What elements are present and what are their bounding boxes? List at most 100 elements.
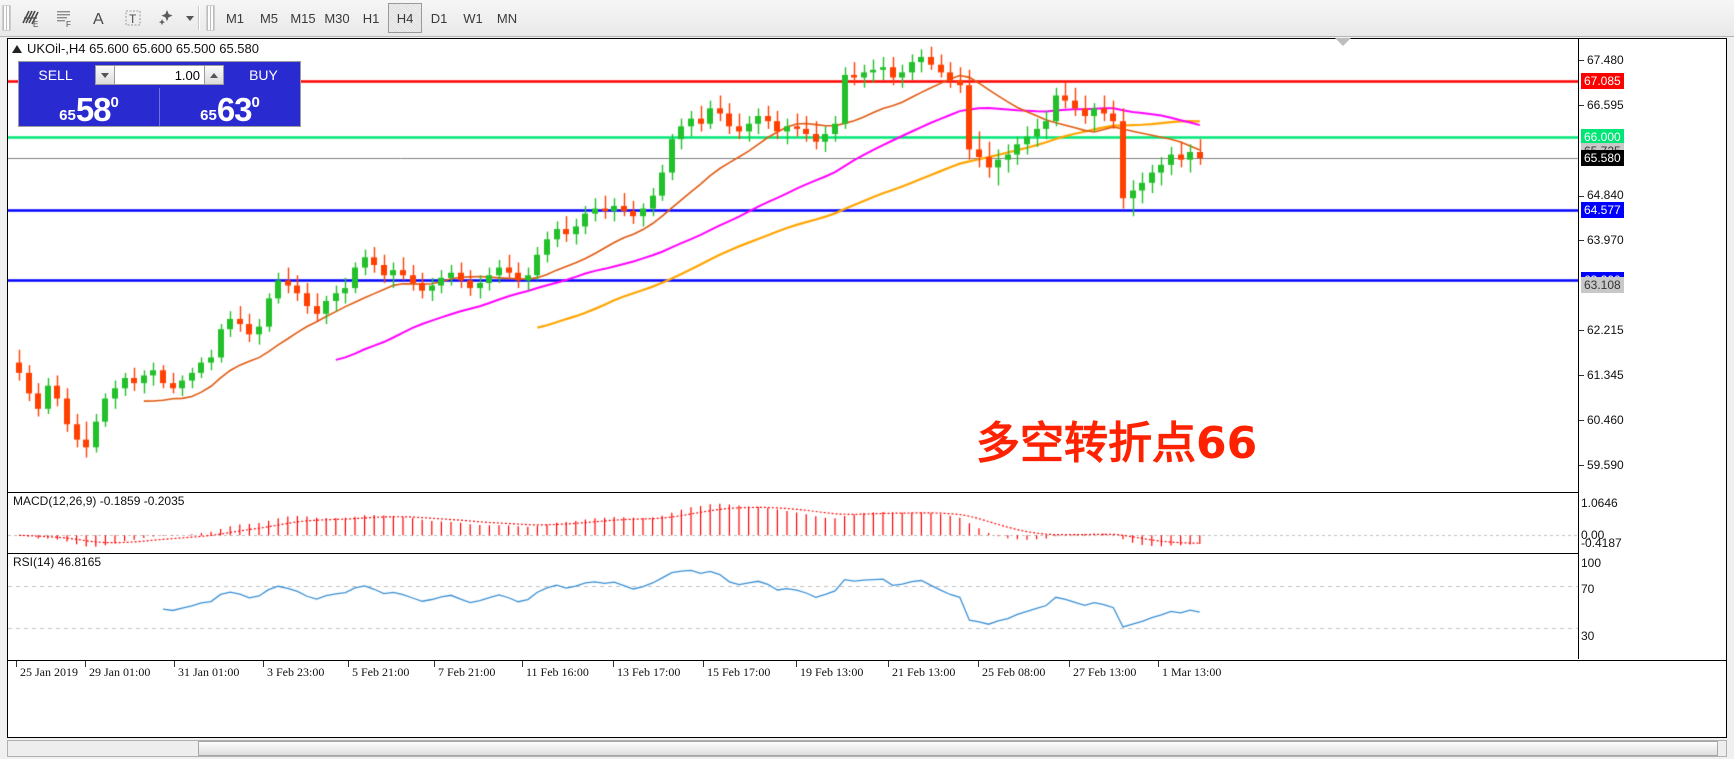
date-tick	[174, 661, 175, 667]
chart-annotation: 多空转折点66	[976, 418, 1258, 469]
price-scale[interactable]: 67.480 66.595 64.840 63.970 62.215 61.345 60.4…	[1578, 39, 1726, 659]
macd-pane[interactable]: MACD(12,26,9) -0.1859 -0.2035	[8, 492, 1578, 552]
date-label: 7 Feb 21:00	[438, 665, 496, 679]
price-tick: 61.345	[1579, 368, 1624, 382]
date-tick	[1069, 661, 1070, 667]
date-tick	[978, 661, 979, 667]
scrollbar-thumb[interactable]	[198, 741, 1718, 756]
svg-text:E: E	[33, 20, 38, 29]
sell-price-small: 65	[59, 107, 76, 124]
timeframe-grip[interactable]	[206, 5, 215, 31]
timeframe-h4[interactable]: H4	[388, 3, 422, 33]
toolbar-separator	[198, 6, 200, 30]
timeframe-m15[interactable]: M15	[290, 10, 316, 26]
chart-shift-marker[interactable]	[1335, 38, 1351, 46]
price-tick: 59.590	[1579, 458, 1624, 472]
price-level-badge: 63.108	[1581, 277, 1624, 294]
volume-stepper[interactable]: 1.00	[92, 62, 227, 88]
sell-price-sup: 0	[110, 94, 119, 111]
buy-price-small: 65	[200, 107, 217, 124]
rsi-tick: 100	[1581, 556, 1602, 570]
date-tick	[613, 661, 614, 667]
svg-text:F: F	[66, 20, 71, 29]
price-tick: 60.460	[1579, 413, 1624, 427]
date-tick	[16, 661, 17, 667]
date-label: 29 Jan 01:00	[89, 665, 151, 679]
macd-tick: 1.0646	[1581, 496, 1618, 510]
macd-tick: -0.4187	[1581, 536, 1622, 550]
buy-button[interactable]: BUY	[249, 67, 278, 83]
buy-price-display[interactable]: 65 63 0	[159, 88, 300, 126]
price-level-badge: 66.000	[1581, 128, 1624, 145]
date-axis[interactable]: 25 Jan 2019 29 Jan 01:00 31 Jan 01:00 3 Feb…	[8, 660, 1726, 737]
price-level-badge: 65.580	[1581, 150, 1624, 167]
macd-tick: 0.00	[1581, 528, 1605, 542]
date-tick	[263, 661, 264, 667]
timeframe-m5[interactable]: M5	[259, 10, 279, 26]
sell-price-big: 58	[75, 91, 112, 128]
chart-area[interactable]: 多空转折点66 MACD(12,26,9) -0.1859 -0.2035 RS…	[7, 38, 1727, 738]
timeframe-m30[interactable]: M30	[324, 10, 350, 26]
price-tick: 63.970	[1579, 233, 1624, 247]
objects-dropdown-caret[interactable]	[186, 15, 194, 21]
macd-label: MACD(12,26,9) -0.1859 -0.2035	[13, 494, 185, 508]
date-label: 5 Feb 21:00	[352, 665, 410, 679]
one-click-price-row: 65 58 0 65 63 0	[19, 88, 300, 126]
date-tick	[703, 661, 704, 667]
svg-text:A: A	[93, 11, 104, 28]
volume-input[interactable]: 1.00	[115, 65, 204, 85]
one-click-trading-panel[interactable]: SELL 1.00 BUY 65 58 0 65 63 0	[18, 61, 301, 127]
buy-price-big: 63	[216, 91, 253, 128]
svg-text:T: T	[129, 12, 137, 26]
date-label: 13 Feb 17:00	[617, 665, 681, 679]
expert-advisor-icon[interactable]: E	[14, 3, 48, 33]
price-tick: 64.840	[1579, 188, 1624, 202]
price-level-badge: 64.577	[1581, 201, 1624, 218]
horizontal-scrollbar[interactable]	[7, 740, 1727, 757]
date-tick	[348, 661, 349, 667]
chart-legend: UKOil-,H4 65.600 65.600 65.500 65.580	[12, 41, 259, 56]
indicators-list-icon[interactable]: F	[48, 3, 82, 33]
date-label: 25 Feb 08:00	[982, 665, 1046, 679]
date-label: 3 Feb 23:00	[267, 665, 325, 679]
collapse-triangle-icon[interactable]	[12, 44, 22, 53]
date-tick	[85, 661, 86, 667]
date-tick	[1158, 661, 1159, 667]
date-tick	[796, 661, 797, 667]
rsi-pane[interactable]: RSI(14) 46.8165	[8, 553, 1578, 659]
text-label-icon[interactable]: A	[82, 3, 116, 33]
date-label: 1 Mar 13:00	[1162, 665, 1222, 679]
text-box-icon[interactable]: T	[116, 3, 150, 33]
date-tick	[888, 661, 889, 667]
date-label: 27 Feb 13:00	[1073, 665, 1137, 679]
timeframe-h1[interactable]: H1	[362, 10, 380, 26]
volume-increase-button[interactable]	[204, 65, 224, 85]
rsi-tick: 70	[1581, 582, 1595, 596]
date-label: 11 Feb 16:00	[526, 665, 589, 679]
buy-price-sup: 0	[251, 94, 260, 111]
timeframe-group: M1 M5 M15 M30 H1 H4 D1 W1 MN	[218, 3, 524, 33]
date-label: 21 Feb 13:00	[892, 665, 956, 679]
chart-legend-text: UKOil-,H4 65.600 65.600 65.500 65.580	[27, 41, 260, 56]
rsi-tick: 30	[1581, 629, 1595, 643]
rsi-label: RSI(14) 46.8165	[13, 555, 102, 569]
volume-decrease-button[interactable]	[95, 65, 115, 85]
sell-button[interactable]: SELL	[38, 67, 73, 83]
toolbar-grip[interactable]	[2, 5, 11, 31]
timeframe-w1[interactable]: W1	[463, 10, 483, 26]
price-tick: 67.480	[1579, 53, 1624, 67]
price-tick: 66.595	[1579, 98, 1624, 112]
one-click-top-row: SELL 1.00 BUY	[19, 62, 300, 88]
date-label: 15 Feb 17:00	[707, 665, 771, 679]
timeframe-mn[interactable]: MN	[496, 10, 518, 26]
date-tick	[434, 661, 435, 667]
timeframe-d1[interactable]: D1	[430, 10, 448, 26]
price-tick: 62.215	[1579, 323, 1624, 337]
objects-icon[interactable]	[150, 3, 184, 33]
date-tick	[522, 661, 523, 667]
sell-price-display[interactable]: 65 58 0	[19, 88, 159, 126]
timeframe-m1[interactable]: M1	[225, 10, 245, 26]
main-toolbar: E F A T	[0, 0, 1734, 37]
date-label: 25 Jan 2019	[20, 665, 78, 679]
